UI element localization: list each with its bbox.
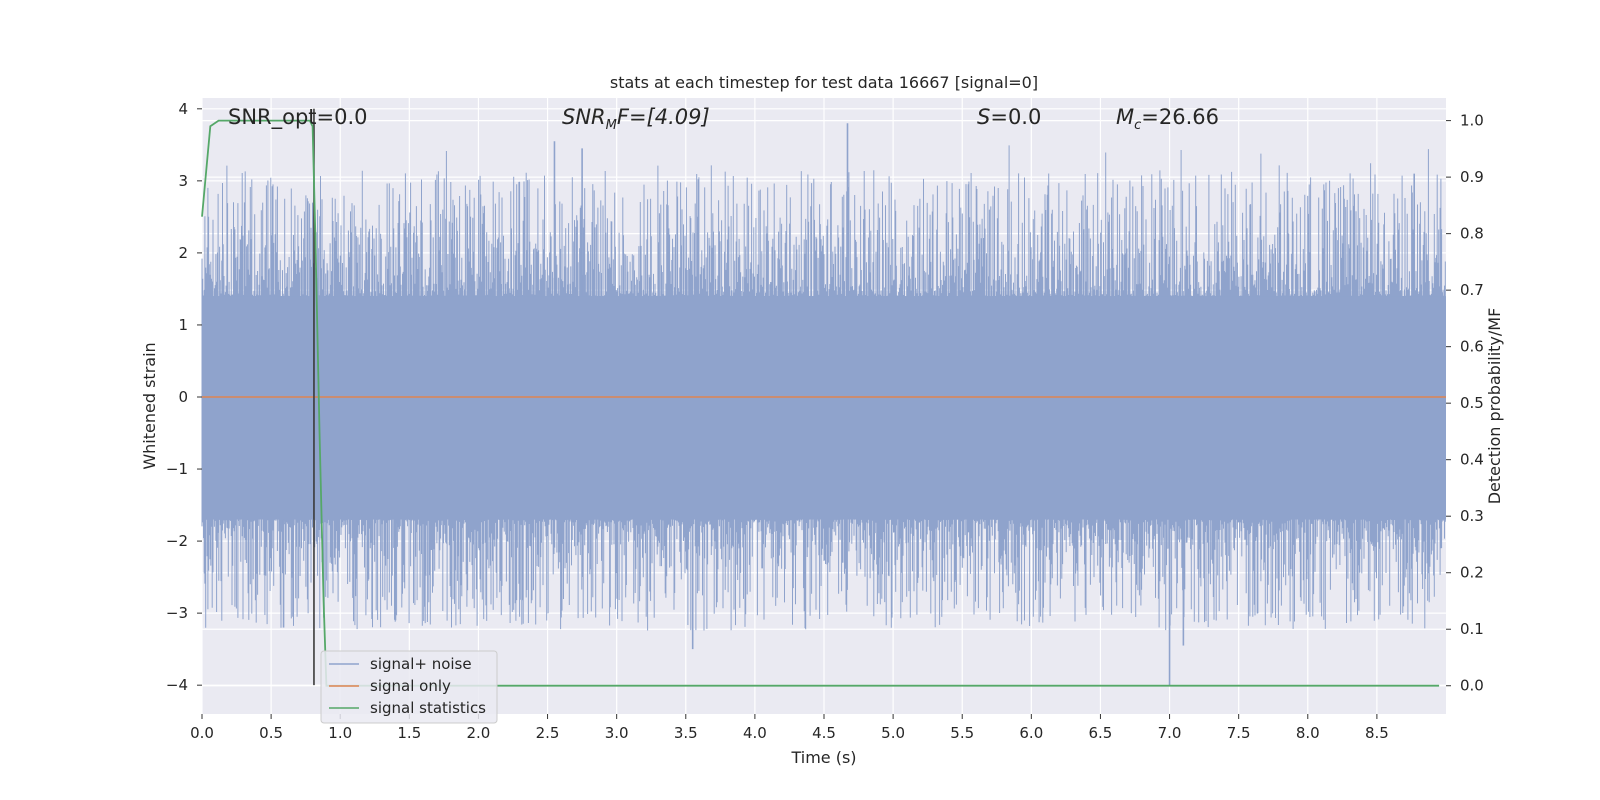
annotation-s-tail: =0.0 [990, 105, 1041, 129]
x-tick-label-4: 2.0 [467, 724, 491, 742]
series-signal-noise [201, 123, 1446, 686]
x-axis-ticks: 0.0 0.5 1.0 1.5 2.0 2.5 3.0 3.5 4.0 4.5 5.0 5.5 6.0 6… [190, 714, 1389, 742]
legend-box [320, 650, 498, 724]
annotation-snr-mf: SNRMF=[4.09] [562, 105, 710, 133]
x-tick-label-7: 3.5 [674, 724, 698, 742]
y2-tick-label-4: 0.6 [1460, 338, 1484, 356]
y-axis-label: Whitened strain [140, 342, 159, 469]
y2-tick-label-0: 1.0 [1460, 112, 1484, 130]
annotation-mc-tail: =26.66 [1141, 105, 1219, 129]
y2-tick-label-2: 0.8 [1460, 225, 1484, 243]
y-tick-label-0: 4 [178, 100, 188, 118]
x-tick-label-11: 5.5 [950, 724, 974, 742]
y-tick-label-6: −2 [166, 532, 188, 550]
annotation-snr-mf-tail: F=[4.09] [617, 105, 710, 129]
y2-tick-label-1: 0.9 [1460, 168, 1484, 186]
x-tick-label-6: 3.0 [605, 724, 629, 742]
x-tick-label-2: 1.0 [328, 724, 352, 742]
annotation-mc-main: M [1116, 105, 1134, 129]
x-tick-label-13: 6.5 [1089, 724, 1113, 742]
y-tick-label-1: 3 [178, 172, 188, 190]
annotation-s-main: S [977, 105, 990, 129]
x-tick-label-9: 4.5 [812, 724, 836, 742]
x-tick-label-8: 4.0 [743, 724, 767, 742]
x-tick-label-10: 5.0 [881, 724, 905, 742]
annotation-snr-opt: SNR_opt=0.0 [228, 105, 368, 130]
y-tick-label-8: −4 [166, 676, 188, 694]
y-tick-label-7: −3 [166, 604, 188, 622]
y2-tick-label-3: 0.7 [1460, 281, 1484, 299]
y2-tick-label-6: 0.4 [1460, 451, 1484, 469]
x-tick-label-15: 7.5 [1227, 724, 1251, 742]
x-tick-label-1: 0.5 [259, 724, 283, 742]
x-tick-label-0: 0.0 [190, 724, 214, 742]
y-tick-label-2: 2 [178, 244, 188, 262]
x-tick-label-3: 1.5 [397, 724, 421, 742]
y-tick-label-3: 1 [178, 316, 188, 334]
legend-label-signal-statistics: signal statistics [370, 699, 486, 717]
legend-label-signal-only: signal only [370, 677, 451, 695]
y-tick-label-5: −1 [166, 460, 188, 478]
y2-axis-ticks: 1.0 0.9 0.8 0.7 0.6 0.5 0.4 0.3 0.2 0.1 0.0 [1446, 112, 1484, 695]
y2-tick-label-10: 0.0 [1460, 677, 1484, 695]
legend-label-signal-noise: signal+ noise [370, 655, 472, 673]
y2-tick-label-5: 0.5 [1460, 394, 1484, 412]
x-tick-label-5: 2.5 [536, 724, 560, 742]
chart-title: stats at each timestep for test data 166… [610, 73, 1038, 92]
y2-tick-label-9: 0.1 [1460, 620, 1484, 638]
noise-core-band [202, 296, 1446, 520]
annotation-snr-mf-main: SNR [562, 105, 606, 129]
annotation-mc: Mc=26.66 [1116, 105, 1219, 133]
y2-tick-label-7: 0.3 [1460, 507, 1484, 525]
annotations: SNR_opt=0.0 SNRMF=[4.09] S=0.0 Mc=26.66 [228, 105, 1219, 133]
annotation-snr-mf-sub: M [606, 118, 617, 133]
y-axis-ticks: 4 3 2 1 0 −1 −2 −3 −4 [166, 100, 202, 694]
y2-tick-label-8: 0.2 [1460, 564, 1484, 582]
x-tick-label-17: 8.5 [1365, 724, 1389, 742]
series-signal-statistics [201, 119, 1440, 687]
y-tick-label-4: 0 [178, 388, 188, 406]
legend: signal+ noise signal only signal statist… [320, 650, 498, 724]
x-tick-label-16: 8.0 [1296, 724, 1320, 742]
y2-axis-label: Detection probability/MF [1485, 308, 1504, 505]
x-axis-label: Time (s) [790, 748, 856, 767]
annotation-mc-sub: c [1134, 118, 1141, 133]
x-tick-label-14: 7.0 [1158, 724, 1182, 742]
annotation-s: S=0.0 [977, 105, 1041, 129]
x-tick-label-12: 6.0 [1019, 724, 1043, 742]
